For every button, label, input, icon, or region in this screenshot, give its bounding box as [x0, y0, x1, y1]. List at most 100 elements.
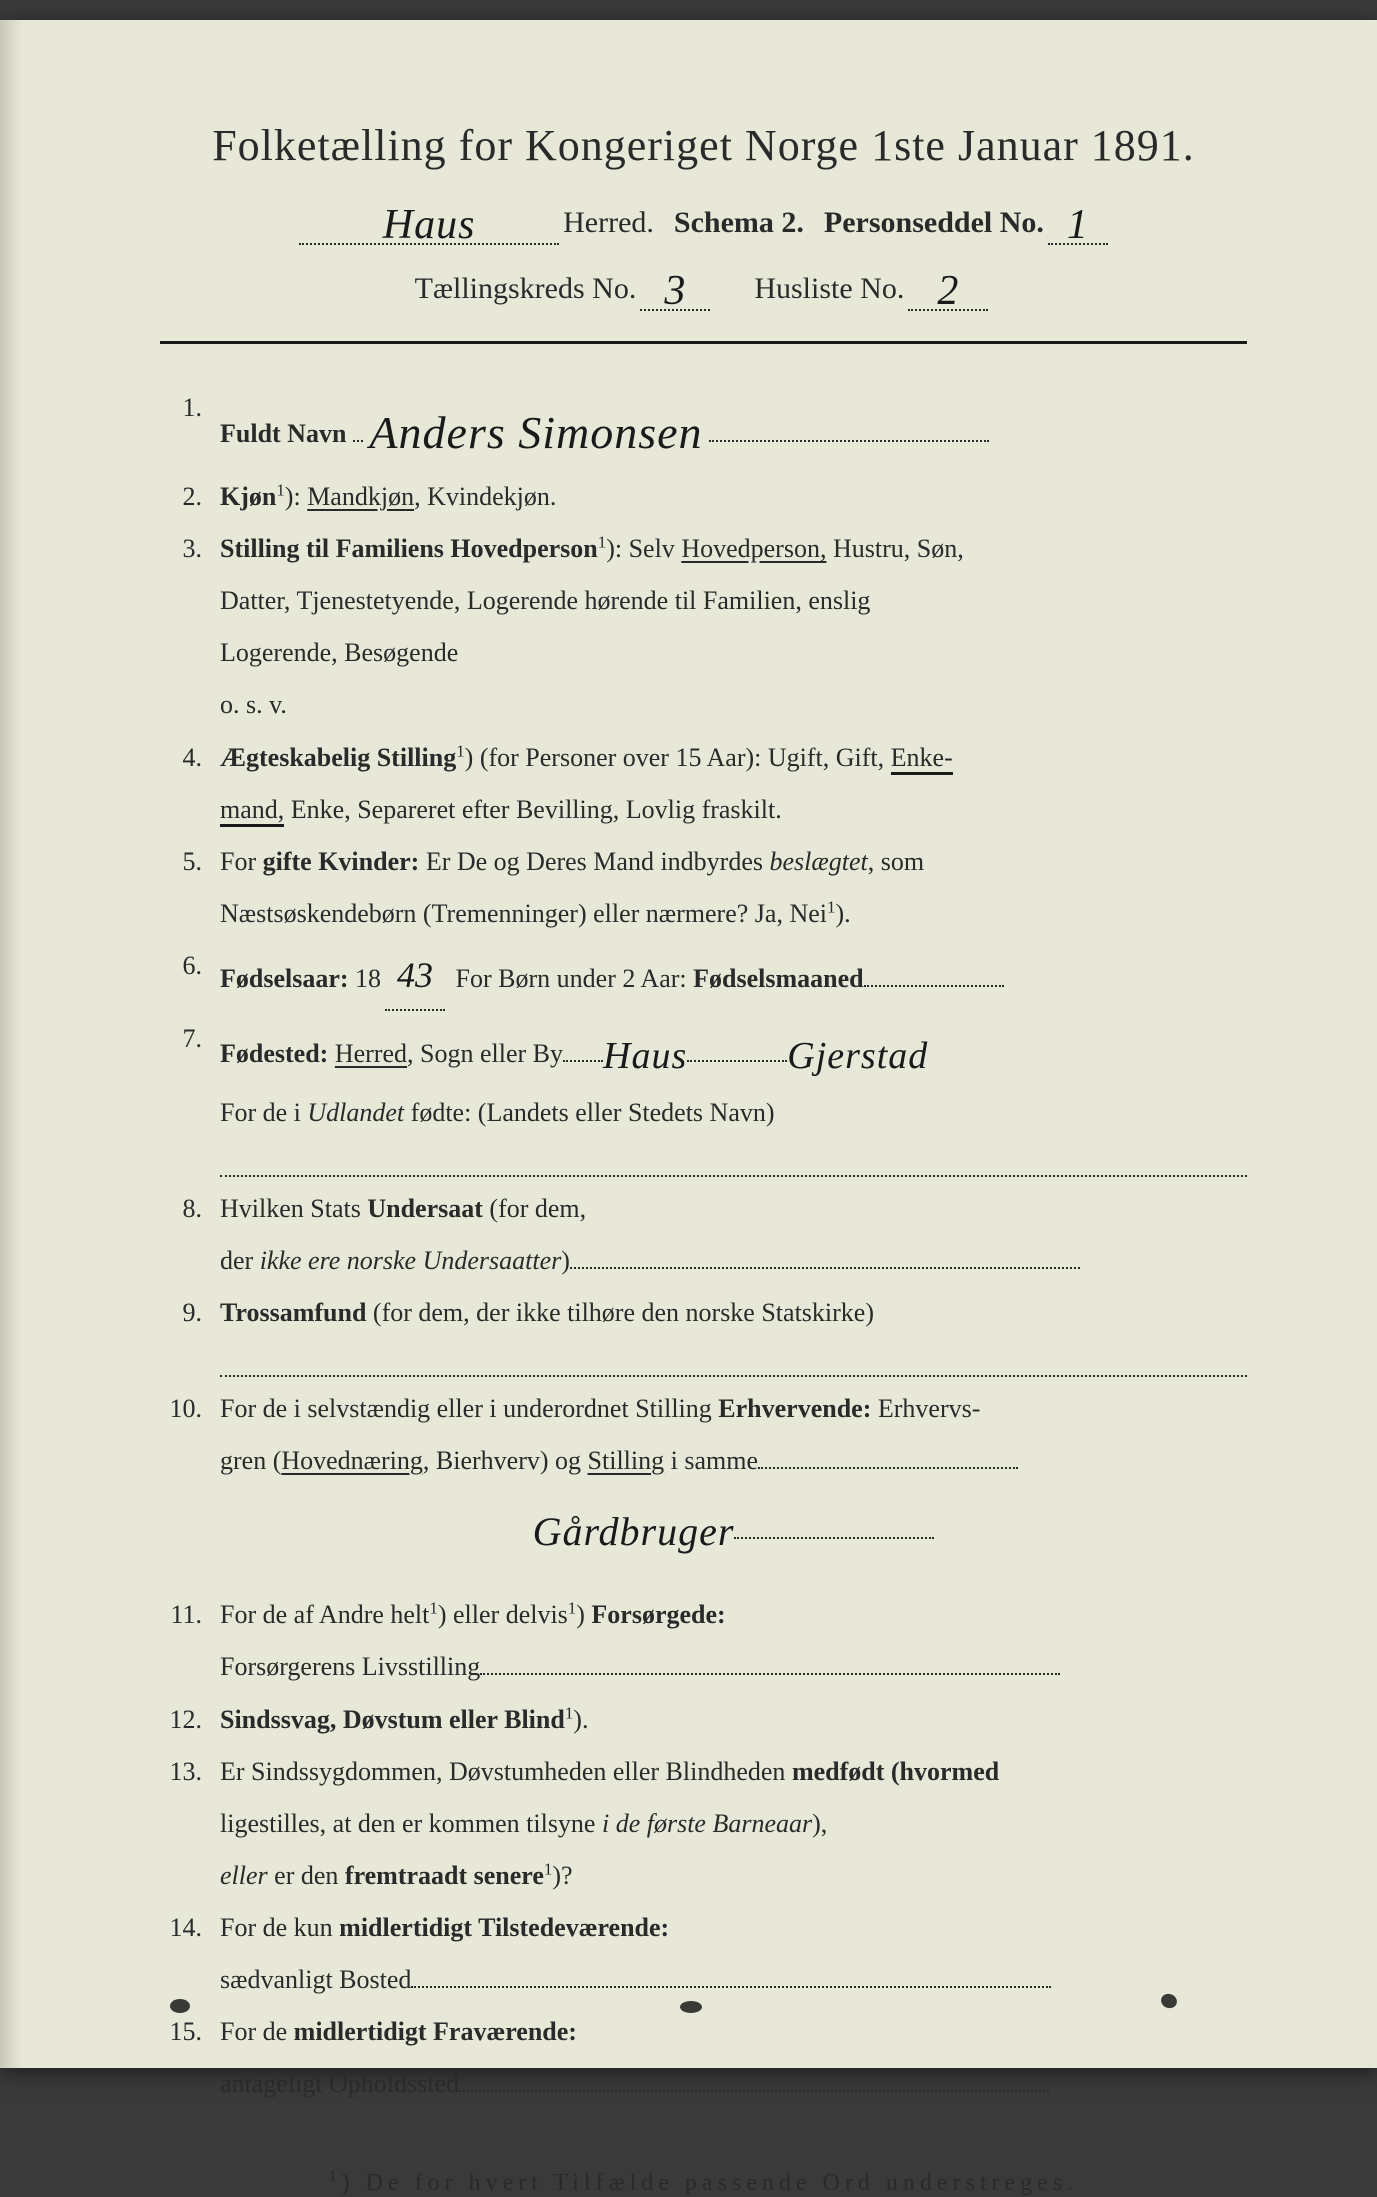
t: antageligt Opholdssted — [220, 2069, 459, 2098]
u1: Hovednæring — [281, 1446, 423, 1475]
taellingskreds-label: Tællingskreds No. — [415, 272, 637, 306]
item-number: 4. — [160, 734, 220, 782]
item-4: 4. Ægteskabelig Stilling1) (for Personer… — [160, 734, 1247, 782]
b: er den — [268, 1861, 345, 1890]
rest1: Hustru, Søn, — [826, 534, 963, 563]
bold1: Fødselsaar: — [220, 964, 349, 993]
t: For de i — [220, 1098, 307, 1127]
personseddel-value: 1 — [1067, 201, 1089, 249]
item-3-line2: Datter, Tjenestetyende, Logerende hørend… — [160, 577, 1247, 625]
sep: , — [414, 482, 427, 511]
bold2: fremtraadt senere — [345, 1861, 544, 1890]
sup: 1 — [598, 533, 606, 552]
item-7: 7. Fødested: Herred, Sogn eller ByHausGj… — [160, 1015, 1247, 1085]
dotted — [864, 961, 1004, 987]
selected-cont: mand, — [220, 795, 284, 827]
mid: For Børn under 2 Aar: — [449, 964, 693, 993]
item-12: 12. Sindssvag, Døvstum eller Blind1). — [160, 1696, 1247, 1744]
schema-label: Schema 2. — [674, 206, 804, 240]
label: Stilling til Familiens Hovedperson — [220, 534, 598, 563]
bold: Fødested: — [220, 1039, 328, 1068]
item-15-line2: antageligt Opholdssted — [160, 2060, 1247, 2108]
b: , Bierhverv) og — [423, 1446, 588, 1475]
item-10: 10. For de i selvstændig eller i underor… — [160, 1385, 1247, 1433]
italic: Udlandet — [307, 1098, 404, 1127]
t: Forsørgerens Livsstilling — [220, 1652, 480, 1681]
item-content: For de af Andre helt1) eller delvis1) Fo… — [220, 1591, 1247, 1639]
item-14: 14. For de kun midlertidigt Tilstedevære… — [160, 1904, 1247, 1952]
item-number: 14. — [160, 1904, 220, 1952]
dotted — [459, 2066, 1049, 2092]
year-field: 43 — [385, 942, 445, 1011]
item-content: For gifte Kvinder: Er De og Deres Mand i… — [220, 838, 1247, 886]
herred-field: Haus — [299, 195, 559, 245]
item-11: 11. For de af Andre helt1) eller delvis1… — [160, 1591, 1247, 1639]
item-9: 9. Trossamfund (for dem, der ikke tilhør… — [160, 1289, 1247, 1337]
item-content: Fødselsaar: 1843 For Børn under 2 Aar: F… — [220, 942, 1247, 1011]
footnote-text: ) De for hvert Tilfælde passende Ord und… — [342, 2170, 1079, 2196]
label: Fuldt Navn — [220, 419, 346, 448]
rest: ): — [285, 482, 307, 511]
form-header: Folketælling for Kongeriget Norge 1ste J… — [160, 120, 1247, 311]
italic: i de første Barneaar — [602, 1809, 812, 1838]
bold: midlertidigt Fraværende: — [294, 2017, 577, 2046]
item-1: 1. Fuldt Navn Anders Simonsen — [160, 384, 1247, 469]
after2: , Sogn eller By — [407, 1039, 563, 1068]
item-13: 13. Er Sindssygdommen, Døvstumheden elle… — [160, 1748, 1247, 1796]
ink-stain — [170, 1999, 190, 2013]
after: ): Selv — [606, 534, 681, 563]
sup: 1 — [565, 1703, 573, 1722]
item-5: 5. For gifte Kvinder: Er De og Deres Man… — [160, 838, 1247, 886]
item-number: 15. — [160, 2008, 220, 2056]
item-content: Sindssvag, Døvstum eller Blind1). — [220, 1696, 1247, 1744]
a: der — [220, 1246, 260, 1275]
item-content: Trossamfund (for dem, der ikke tilhøre d… — [220, 1289, 1247, 1337]
t1: For de — [220, 2017, 294, 2046]
bold: Forsørgede: — [591, 1600, 725, 1629]
dotted — [709, 416, 989, 442]
end: ). — [835, 899, 850, 928]
item-number: 1. — [160, 384, 220, 469]
t2: (for dem, — [483, 1194, 586, 1223]
item-number: 6. — [160, 942, 220, 1011]
a: gren ( — [220, 1446, 281, 1475]
item-content: Fødested: Herred, Sogn eller ByHausGjers… — [220, 1015, 1247, 1085]
t2: ) eller delvis — [438, 1600, 568, 1629]
item-13-line3: eller er den fremtraadt senere1)? — [160, 1852, 1247, 1900]
item-number: 9. — [160, 1289, 220, 1337]
personseddel-field: 1 — [1048, 195, 1108, 245]
italic: beslægtet — [770, 847, 868, 876]
selected-option: Mandkjøn — [307, 482, 414, 511]
t1: For de af Andre helt — [220, 1600, 429, 1629]
footnote: 1) De for hvert Tilfælde passende Ord un… — [160, 2168, 1247, 2197]
footnote-sup: 1 — [329, 2168, 342, 2185]
item-content: Er Sindssygdommen, Døvstumheden eller Bl… — [220, 1748, 1247, 1796]
item-10-line3: Gårdbruger — [160, 1489, 1247, 1563]
t1: For de kun — [220, 1913, 339, 1942]
c: )? — [552, 1861, 572, 1890]
pre: For — [220, 847, 263, 876]
dotted-line — [220, 1345, 1247, 1377]
item-content: Stilling til Familiens Hovedperson1): Se… — [220, 525, 1247, 573]
b: ) — [561, 1246, 570, 1275]
item-number: 12. — [160, 1696, 220, 1744]
rest: Enke, Separeret efter Bevilling, Lovlig … — [284, 795, 781, 824]
label: Ægteskabelig Stilling — [220, 743, 456, 772]
hw1: Haus — [603, 1021, 687, 1091]
dotted — [758, 1443, 1018, 1469]
taellingskreds-value: 3 — [664, 267, 686, 315]
occupation-value: Gårdbruger — [533, 1495, 735, 1569]
form-title: Folketælling for Kongeriget Norge 1ste J… — [160, 120, 1247, 171]
dotted — [353, 416, 363, 442]
dotted — [687, 1036, 787, 1062]
end: ). — [573, 1705, 588, 1734]
t: sædvanligt Bosted — [220, 1965, 411, 1994]
dotted — [570, 1243, 1080, 1269]
t2: fødte: (Landets eller Stedets Navn) — [404, 1098, 774, 1127]
dotted — [734, 1513, 934, 1539]
item-number: 11. — [160, 1591, 220, 1639]
item-3-line4: o. s. v. — [160, 681, 1247, 729]
item-content: For de midlertidigt Fraværende: — [220, 2008, 1247, 2056]
item-8: 8. Hvilken Stats Undersaat (for dem, — [160, 1185, 1247, 1233]
herred-value: Haus — [383, 201, 476, 249]
